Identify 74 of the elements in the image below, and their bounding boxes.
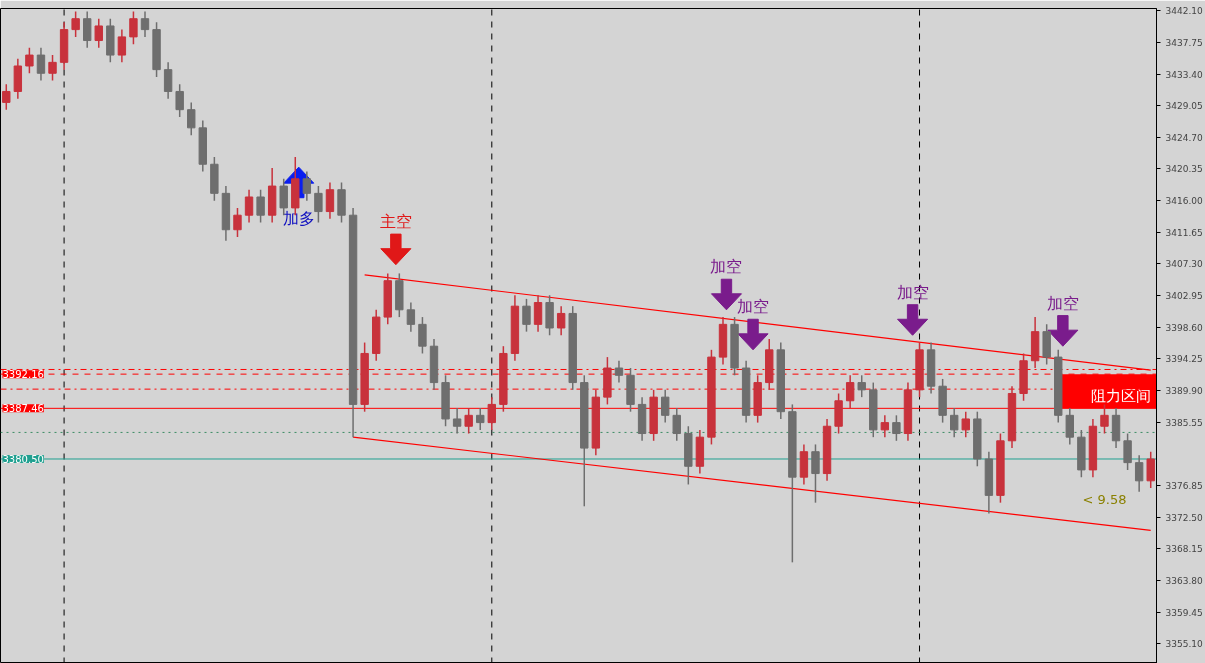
ref-line-label: 3387.46 bbox=[2, 403, 44, 415]
y-tick-label: 3376.85 bbox=[1165, 481, 1203, 492]
candlestick bbox=[302, 170, 312, 202]
y-tick-label: 3442.10 bbox=[1165, 6, 1203, 17]
candlestick bbox=[244, 188, 254, 224]
y-tick-label: 3424.70 bbox=[1165, 132, 1203, 143]
candlestick bbox=[314, 185, 323, 224]
candlestick bbox=[1065, 407, 1074, 446]
annotation: 加多 bbox=[282, 209, 315, 229]
candlestick bbox=[614, 359, 624, 384]
y-tick-label: 3420.35 bbox=[1165, 164, 1203, 175]
candlestick bbox=[487, 396, 496, 431]
candlestick bbox=[163, 61, 173, 100]
candlestick bbox=[48, 54, 57, 82]
candlestick bbox=[117, 28, 127, 64]
candlestick bbox=[129, 10, 138, 45]
candlestick bbox=[522, 298, 531, 333]
y-tick-label: 3372.50 bbox=[1165, 512, 1203, 523]
candlestick bbox=[950, 407, 959, 438]
candlestick bbox=[140, 10, 150, 38]
candlestick bbox=[961, 410, 970, 438]
candlestick bbox=[1100, 403, 1109, 435]
candlestick bbox=[1134, 454, 1144, 493]
candlestick bbox=[175, 83, 184, 118]
y-tick-label: 3368.15 bbox=[1165, 544, 1203, 555]
candlestick bbox=[845, 374, 855, 409]
y-tick-label: 3363.80 bbox=[1165, 576, 1203, 587]
annotation: 加空 bbox=[737, 297, 770, 317]
annotation: 加空 bbox=[1046, 293, 1079, 313]
candlestick bbox=[25, 47, 34, 75]
candlestick bbox=[1123, 432, 1132, 471]
candlestick bbox=[256, 188, 265, 224]
y-tick-label: 3402.95 bbox=[1165, 291, 1203, 302]
candlestick bbox=[533, 294, 543, 333]
annotation: 加空 bbox=[710, 257, 743, 277]
y-tick-label: 3416.00 bbox=[1165, 196, 1203, 207]
y-tick-label: 3437.75 bbox=[1165, 37, 1203, 48]
candlestick bbox=[418, 316, 427, 355]
candlestick bbox=[233, 207, 242, 238]
band-label: 阻力区间 bbox=[1090, 387, 1151, 406]
annotation: 主空 bbox=[379, 212, 412, 232]
y-tick-label: 3411.65 bbox=[1165, 227, 1203, 238]
y-tick-label: 3355.10 bbox=[1165, 639, 1203, 650]
candlestick bbox=[661, 389, 670, 424]
candlestick bbox=[83, 10, 92, 49]
candlestick bbox=[1146, 450, 1155, 489]
annotation: < 9.58 bbox=[1082, 491, 1127, 507]
y-tick-label: 3389.90 bbox=[1165, 386, 1203, 397]
candlestick bbox=[857, 374, 866, 398]
annotation: 加空 bbox=[896, 282, 929, 302]
candlestick bbox=[880, 414, 890, 438]
y-tick-label: 3429.05 bbox=[1165, 101, 1203, 112]
candlestick bbox=[2, 83, 11, 111]
candlestick bbox=[672, 407, 681, 442]
y-tick-label: 3407.30 bbox=[1165, 259, 1203, 270]
y-tick-label: 3398.60 bbox=[1165, 322, 1203, 333]
candlestick bbox=[94, 17, 103, 49]
y-tick-label: 3394.25 bbox=[1165, 354, 1203, 365]
candlestick bbox=[464, 407, 473, 435]
candlestick bbox=[406, 301, 416, 333]
candlestick bbox=[36, 47, 46, 82]
ref-line-label: 3380.50 bbox=[2, 453, 44, 465]
candlestick bbox=[71, 10, 80, 38]
candlestick bbox=[476, 407, 485, 431]
candlestick bbox=[811, 443, 820, 504]
candlestick bbox=[187, 101, 196, 136]
candlestick bbox=[452, 407, 462, 435]
y-tick-label: 3359.45 bbox=[1165, 607, 1203, 618]
candlestick bbox=[556, 305, 566, 337]
y-tick-label: 3433.40 bbox=[1165, 69, 1203, 80]
candlestick bbox=[325, 181, 335, 220]
candlestick bbox=[892, 414, 901, 442]
y-tick-label: 3385.55 bbox=[1165, 417, 1203, 428]
ref-line-label: 3392.16 bbox=[2, 369, 44, 381]
